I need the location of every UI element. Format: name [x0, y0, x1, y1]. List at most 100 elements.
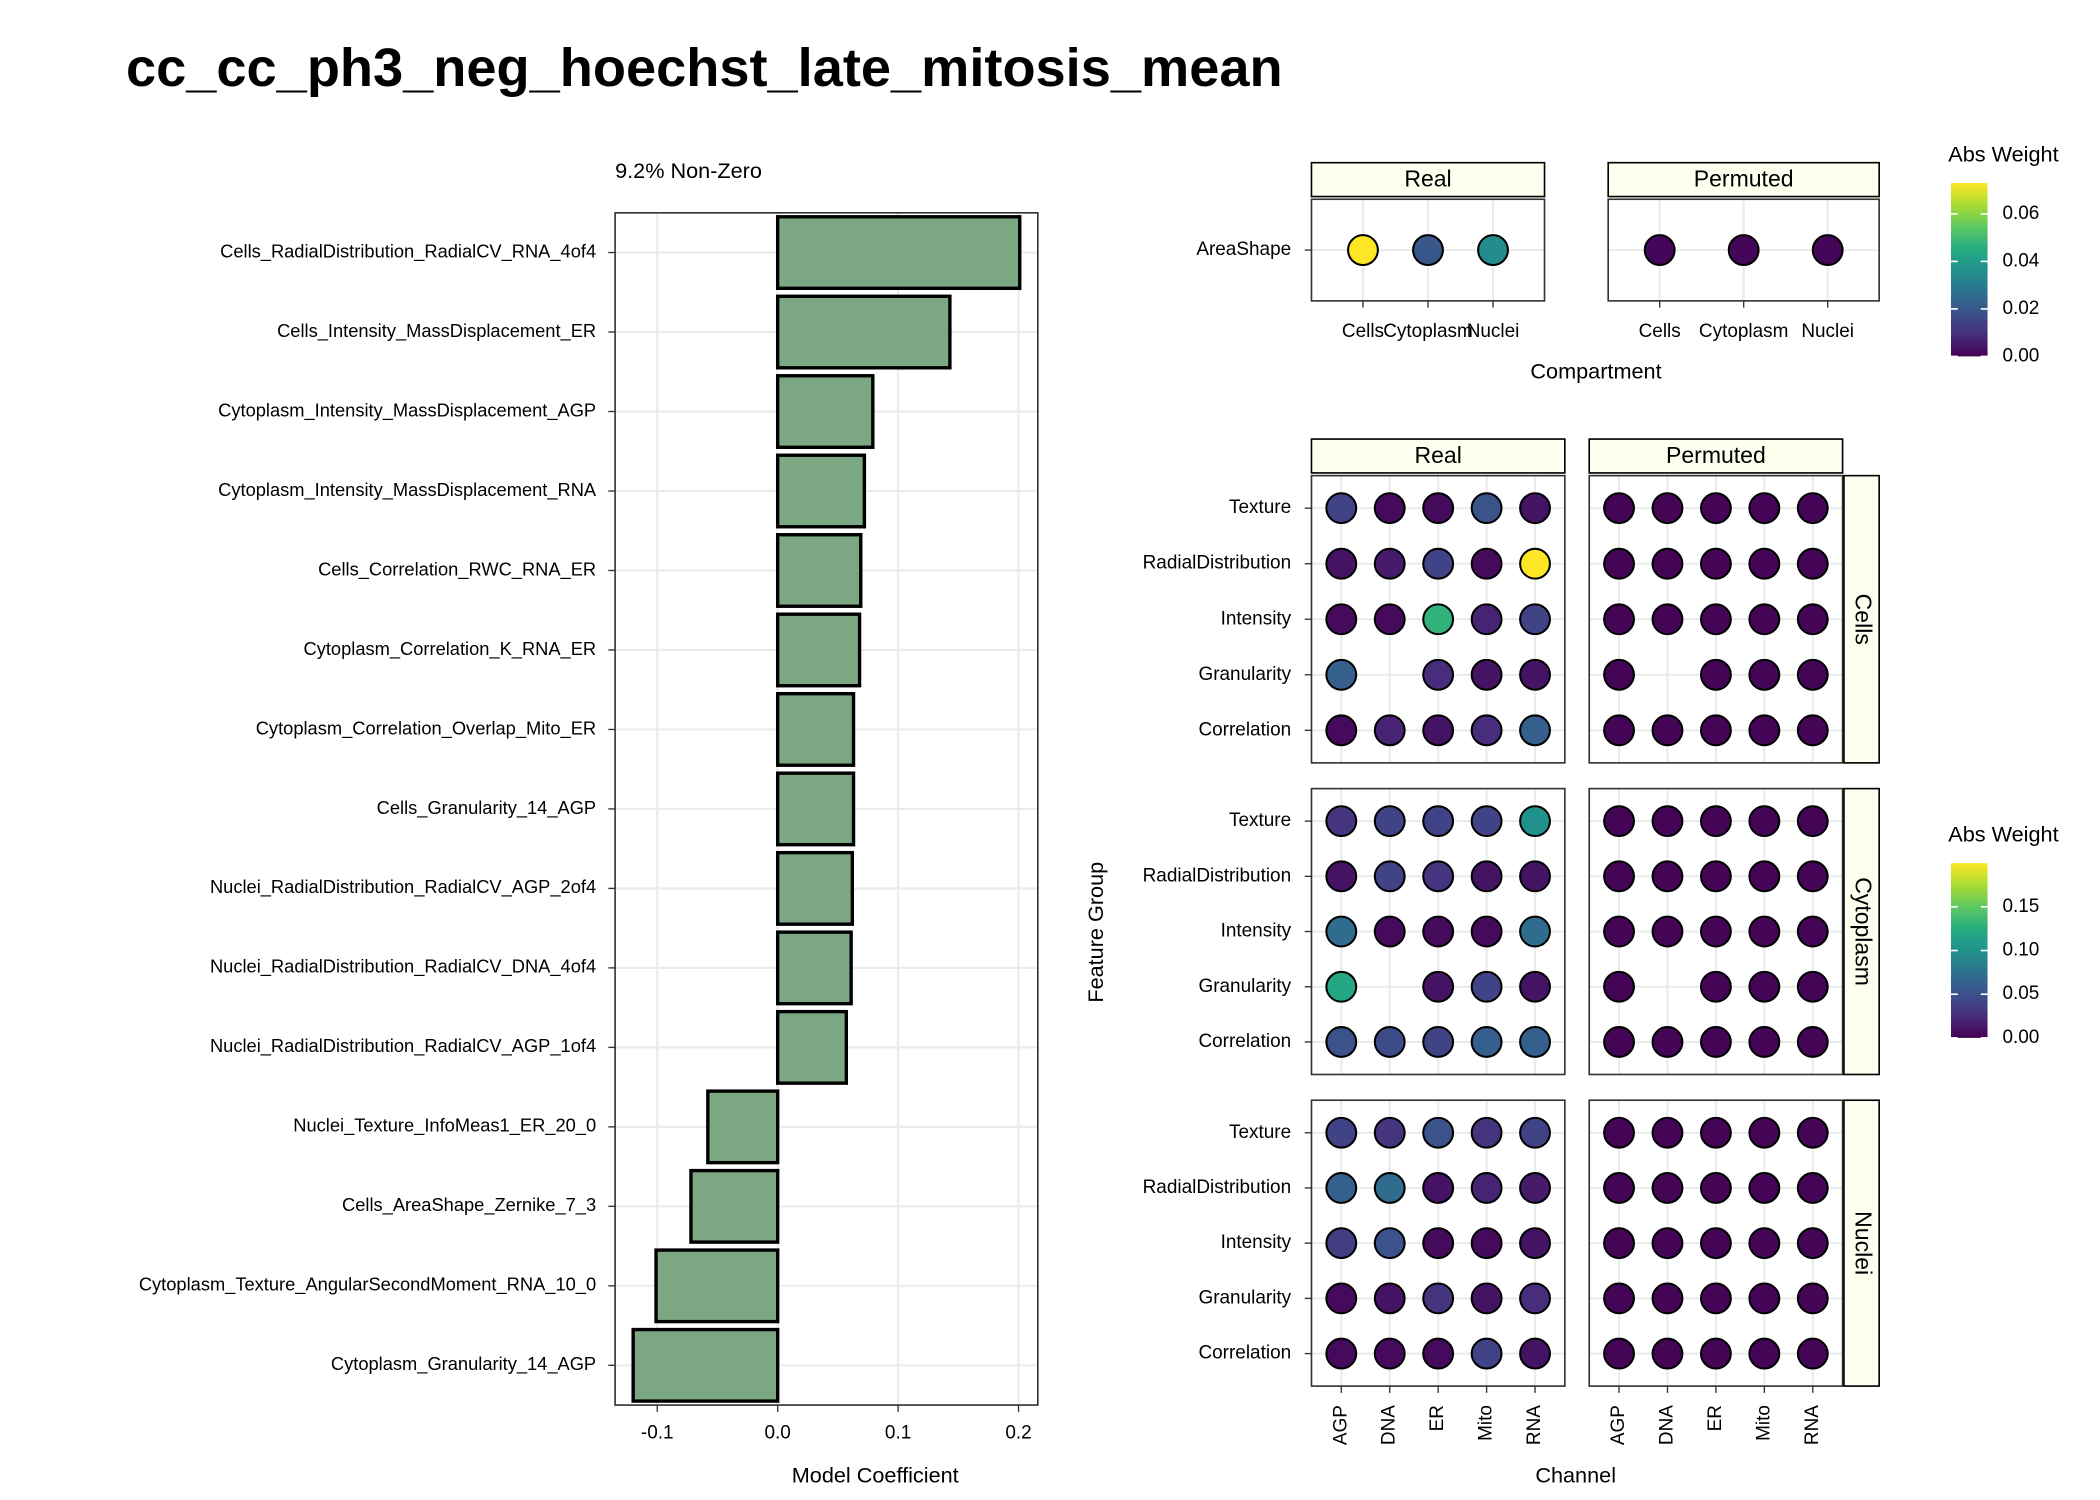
category-label: Nuclei_Texture_InfoMeas1_ER_20_0: [293, 1115, 596, 1137]
dot: [1422, 915, 1455, 948]
legend-tick-label: 0.15: [2002, 896, 2039, 917]
dot: [1325, 1172, 1358, 1204]
dot: [1811, 234, 1844, 266]
dot: [1470, 1172, 1503, 1204]
dot: [1748, 492, 1781, 525]
dot: [1470, 915, 1503, 948]
category-label: Cells_RadialDistribution_RadialCV_RNA_4o…: [220, 240, 596, 262]
dot: [1796, 1227, 1829, 1260]
dot: [1470, 1116, 1503, 1149]
dot: [1422, 1227, 1455, 1260]
row-label: RadialDistribution: [1143, 553, 1292, 574]
dot: [1412, 234, 1444, 266]
dot: [1603, 1282, 1635, 1315]
dot: [1651, 714, 1684, 747]
dot: [1603, 1026, 1635, 1058]
dot: [1699, 1227, 1732, 1260]
strip: [1310, 161, 1546, 198]
facet-strip: [1843, 1099, 1880, 1387]
dot: [1422, 603, 1455, 636]
dot: [1796, 1172, 1829, 1204]
x-tick-label: -0.1: [641, 1423, 674, 1444]
x-tick-label: 0.1: [885, 1423, 911, 1444]
bar: [775, 850, 855, 926]
dot: [1643, 234, 1676, 266]
row-label: Texture: [1229, 497, 1291, 518]
dot: [1603, 970, 1635, 1003]
dot: [1470, 1227, 1503, 1260]
bar: [775, 691, 856, 767]
dot: [1796, 492, 1829, 525]
dot: [1651, 805, 1684, 838]
strip: [1607, 161, 1880, 198]
dot: [1796, 805, 1829, 838]
row-label: AreaShape: [1196, 239, 1291, 260]
dot: [1651, 915, 1684, 948]
dot: [1651, 1172, 1684, 1204]
dot: [1422, 860, 1455, 893]
column-label: ER: [1427, 1405, 1448, 1431]
dot: [1470, 547, 1503, 580]
dot: [1373, 492, 1406, 525]
dot: [1748, 860, 1781, 893]
dot: [1651, 492, 1684, 525]
dot: [1699, 492, 1732, 525]
dot: [1699, 1116, 1732, 1149]
dot: [1422, 658, 1455, 691]
facet-label: Nuclei: [1850, 1211, 1876, 1275]
dot: [1325, 915, 1358, 948]
dot: [1422, 1116, 1455, 1149]
dot: [1699, 714, 1732, 747]
dot: [1699, 1282, 1732, 1315]
dot: [1519, 970, 1551, 1003]
dot: [1603, 915, 1635, 948]
legend-tick-label: 0.00: [2002, 345, 2039, 366]
facet-strip: [1843, 787, 1880, 1076]
category-label: Cells_Intensity_MassDisplacement_ER: [277, 320, 596, 342]
row-label: Correlation: [1198, 1343, 1291, 1364]
strip: [1310, 438, 1566, 474]
dot: [1373, 860, 1406, 893]
dot: [1373, 1282, 1406, 1315]
bar: [775, 1009, 849, 1085]
strip: [1588, 438, 1844, 474]
dot: [1603, 492, 1635, 525]
category-label: Cytoplasm_Correlation_K_RNA_ER: [304, 638, 597, 660]
bar: [706, 1089, 780, 1165]
dot: [1603, 805, 1635, 838]
dot: [1470, 1282, 1503, 1315]
dot: [1748, 1337, 1781, 1370]
dot: [1796, 603, 1829, 636]
strip-label: Permuted: [1694, 165, 1794, 191]
dot: [1651, 1282, 1684, 1315]
dot: [1519, 658, 1551, 691]
x-tick-label: 0.2: [1005, 1423, 1031, 1444]
x-axis-title: Channel: [1535, 1463, 1616, 1488]
dot: [1748, 1282, 1781, 1315]
dot: [1748, 915, 1781, 948]
dot: [1748, 1026, 1781, 1058]
dot: [1603, 860, 1635, 893]
legend-tick-label: 0.00: [2002, 1027, 2039, 1048]
dot: [1470, 1026, 1503, 1058]
dot: [1796, 970, 1829, 1003]
facet-label: Cytoplasm: [1850, 877, 1876, 986]
dot: [1796, 915, 1829, 948]
column-label: DNA: [1656, 1405, 1677, 1445]
column-label: Cells: [1639, 321, 1681, 342]
column-label: Cytoplasm: [1383, 321, 1473, 342]
dot: [1325, 658, 1358, 691]
row-label: Correlation: [1198, 1031, 1291, 1052]
dot: [1603, 1172, 1635, 1204]
dot: [1748, 1116, 1781, 1149]
dot: [1422, 492, 1455, 525]
strip-label: Real: [1404, 165, 1451, 191]
column-label: RNA: [1524, 1405, 1545, 1445]
panel-border: [1588, 787, 1844, 1076]
dot: [1748, 714, 1781, 747]
legend-tick-label: 0.06: [2002, 203, 2039, 224]
dot: [1699, 1026, 1732, 1058]
dot: [1422, 1282, 1455, 1315]
dot: [1748, 658, 1781, 691]
